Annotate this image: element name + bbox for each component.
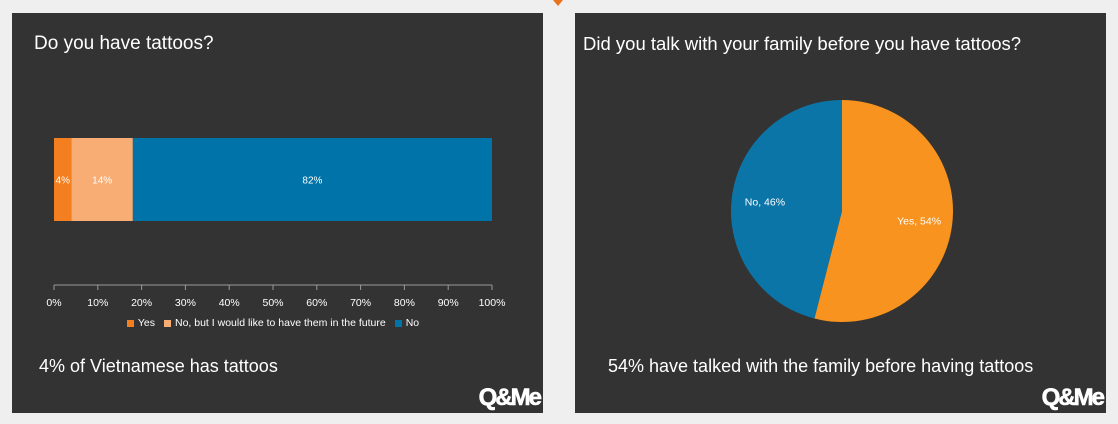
x-tick-label: 10% (87, 297, 108, 309)
legend-swatch (126, 319, 134, 327)
x-tick-label: 20% (131, 297, 152, 309)
qandme-logo: Q&Me (1041, 384, 1105, 412)
x-tick-label: 60% (306, 297, 327, 309)
x-tick-label: 80% (394, 297, 415, 309)
legend-swatch (164, 319, 171, 327)
caption: 4% of Vietnamese has tattoos (39, 356, 278, 376)
x-tick-label: 90% (438, 297, 459, 309)
pie-chart: Yes, 54% No, 46% (731, 100, 953, 322)
bar-segment-2 (132, 138, 492, 221)
legend-item: Yes (126, 317, 155, 329)
panel-title: Did you talk with your family before you… (583, 33, 1022, 54)
tattoo-ownership-panel: Do you have tattoos? 4% 14% 82% 0% 10% 20% 30%… (12, 13, 543, 413)
bar-segment-0 (54, 138, 72, 221)
family-talk-panel: Did you talk with your family before you… (575, 13, 1106, 413)
bar-segment-1 (71, 138, 133, 221)
bar-data-label-1: 14% (92, 176, 112, 187)
x-tick-label: 30% (175, 297, 196, 309)
pie-slice-yes (814, 100, 953, 322)
legend-swatch (394, 319, 402, 327)
panel-title: Do you have tattoos? (34, 33, 214, 54)
x-tick-label: 70% (350, 297, 371, 309)
qandme-logo: Q&Me (478, 384, 542, 412)
bar-data-label-0: 4% (56, 176, 71, 187)
x-tick-label: 40% (219, 297, 240, 309)
legend-label: No (405, 317, 420, 329)
legend-label: No, but I would like to have them in the… (175, 317, 386, 329)
legend-item: No (394, 317, 420, 329)
x-tick-label: 100% (479, 297, 506, 309)
legend-item: No, but I would like to have them in the… (164, 317, 386, 329)
pie-data-label-yes: Yes, 54% (897, 216, 941, 228)
legend-label: Yes (137, 317, 155, 329)
top-marker (553, 0, 563, 6)
x-tick-label: 0% (46, 297, 61, 309)
x-tick-label: 50% (262, 297, 283, 309)
bar-data-label-2: 82% (302, 176, 322, 187)
stacked-bar-chart: 4% 14% 82% 0% 10% 20% 30% 40% 50% 60% 70% 80% 90% 100… (46, 138, 506, 309)
pie-slice-no (731, 100, 842, 319)
chart-legend: Yes No, but I would like to have them in … (12, 317, 543, 329)
caption: 54% have talked with the family before h… (608, 356, 1034, 376)
pie-data-label-no: No, 46% (745, 196, 785, 208)
